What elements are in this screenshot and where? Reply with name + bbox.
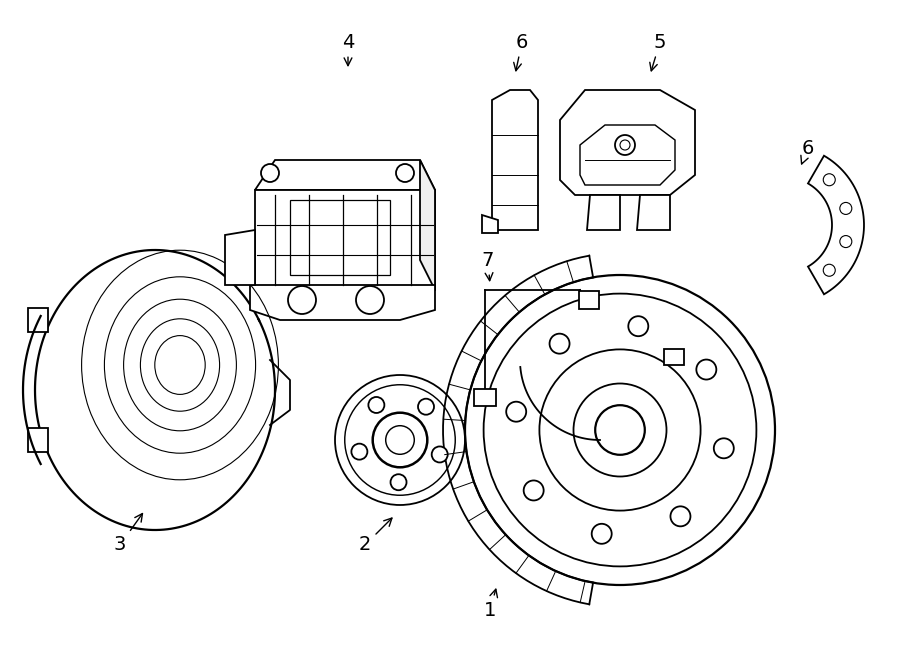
Circle shape <box>591 524 612 544</box>
FancyBboxPatch shape <box>28 428 48 452</box>
Text: 4: 4 <box>342 32 355 65</box>
Circle shape <box>418 399 434 414</box>
Circle shape <box>697 360 716 379</box>
Text: 3: 3 <box>113 514 142 555</box>
Circle shape <box>432 446 447 463</box>
Circle shape <box>550 334 570 354</box>
Circle shape <box>714 438 734 458</box>
FancyBboxPatch shape <box>664 349 684 365</box>
Circle shape <box>595 405 644 455</box>
Circle shape <box>335 375 465 505</box>
Polygon shape <box>637 195 670 230</box>
FancyBboxPatch shape <box>579 291 599 309</box>
Text: 1: 1 <box>484 589 498 619</box>
Polygon shape <box>225 230 255 285</box>
Polygon shape <box>255 160 435 190</box>
Polygon shape <box>420 160 435 290</box>
FancyBboxPatch shape <box>28 308 48 332</box>
Circle shape <box>396 164 414 182</box>
Circle shape <box>524 481 544 500</box>
Circle shape <box>373 412 427 467</box>
Circle shape <box>351 444 367 459</box>
Circle shape <box>840 202 851 214</box>
Polygon shape <box>492 90 538 230</box>
Circle shape <box>465 275 775 585</box>
Polygon shape <box>587 195 620 230</box>
Text: 6: 6 <box>514 32 528 71</box>
Circle shape <box>391 474 407 490</box>
Polygon shape <box>560 90 695 195</box>
Polygon shape <box>255 190 435 290</box>
Polygon shape <box>580 125 675 185</box>
Circle shape <box>615 135 635 155</box>
Text: 6: 6 <box>801 139 814 164</box>
Circle shape <box>261 164 279 182</box>
Circle shape <box>368 397 384 413</box>
Circle shape <box>356 286 384 314</box>
Polygon shape <box>808 156 864 294</box>
Text: 7: 7 <box>482 251 494 281</box>
Circle shape <box>840 235 851 248</box>
Circle shape <box>506 402 526 422</box>
Polygon shape <box>482 215 498 233</box>
Circle shape <box>670 506 690 526</box>
Circle shape <box>288 286 316 314</box>
Circle shape <box>824 174 835 186</box>
Polygon shape <box>250 285 435 320</box>
Text: 2: 2 <box>359 518 392 555</box>
FancyBboxPatch shape <box>474 389 496 406</box>
Circle shape <box>824 264 835 276</box>
Text: 5: 5 <box>650 32 666 71</box>
Circle shape <box>628 316 648 336</box>
